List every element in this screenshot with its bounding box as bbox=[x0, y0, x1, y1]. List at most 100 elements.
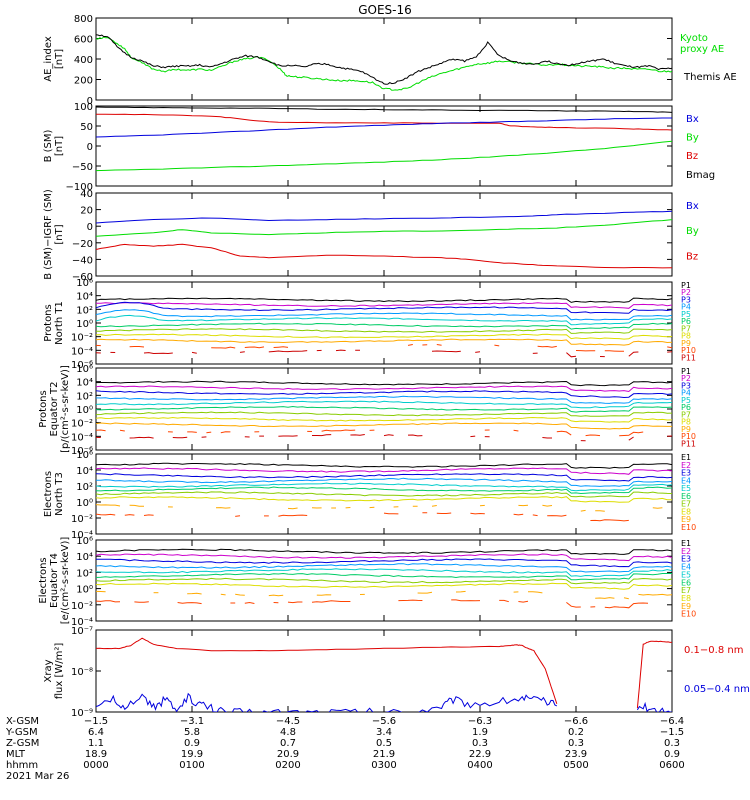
x-tick-value: −1.5 bbox=[660, 727, 684, 738]
y-tick-label: 100 bbox=[74, 102, 93, 113]
channel-line bbox=[96, 467, 672, 475]
legend-item: Bmag bbox=[686, 170, 715, 181]
channel-line bbox=[470, 512, 485, 515]
channel-line bbox=[177, 602, 202, 605]
series-line bbox=[96, 692, 558, 712]
x-tick-value: 18.9 bbox=[85, 749, 107, 760]
channel-line bbox=[542, 437, 552, 439]
x-row-label: MLT bbox=[6, 749, 26, 760]
channel-line bbox=[206, 431, 212, 434]
channel-line bbox=[244, 346, 265, 349]
channel-line bbox=[96, 297, 672, 303]
y-tick-label: 0 bbox=[87, 222, 93, 233]
legend-item: P10 bbox=[681, 432, 696, 441]
y-tick-label: 40 bbox=[80, 189, 93, 200]
channel-line bbox=[220, 593, 226, 596]
channel-line bbox=[518, 600, 529, 603]
channel-line bbox=[96, 405, 672, 413]
panel-digrf: 40 20 0 −20 −40 −60 B (SM)−IGRF (SM)[nT] Bx By Bz bbox=[43, 189, 699, 283]
channel-line bbox=[585, 434, 601, 437]
y-tick-label: −40 bbox=[72, 255, 93, 266]
series-line bbox=[96, 210, 672, 224]
channel-line bbox=[383, 434, 394, 437]
channel-line bbox=[96, 482, 672, 492]
x-tick-value: 4.8 bbox=[280, 727, 296, 738]
date-label: 2021 Mar 26 bbox=[6, 771, 69, 782]
channel-line bbox=[417, 591, 433, 594]
legend-item: E4 bbox=[681, 476, 691, 485]
legend-item: E10 bbox=[681, 610, 696, 619]
x-tick-value: 19.9 bbox=[181, 749, 203, 760]
channel-line bbox=[566, 352, 577, 358]
chart-title: GOES-16 bbox=[358, 3, 412, 17]
channel-line bbox=[129, 504, 145, 507]
y-tick-label: 10⁴ bbox=[76, 378, 93, 389]
channel-line bbox=[124, 514, 135, 516]
channel-line bbox=[652, 507, 663, 509]
legend-item: By bbox=[686, 226, 699, 237]
panel-pt1: 10⁶ 10⁴ 10² 10⁰ 10⁻² 10⁻⁴ 10⁻⁶ ProtonsNorth T1 P… bbox=[43, 278, 696, 371]
y-axis-label: B (SM)−IGRF (SM)[nT] bbox=[43, 189, 65, 280]
x-tick-value: 3.4 bbox=[376, 727, 392, 738]
channel-line bbox=[604, 350, 625, 352]
x-tick-value: 5.8 bbox=[184, 727, 200, 738]
x-tick-value: −6.3 bbox=[468, 716, 492, 727]
channel-line bbox=[96, 390, 672, 399]
channel-line bbox=[311, 600, 351, 603]
channel-line bbox=[528, 591, 543, 594]
legend-item: E1 bbox=[681, 539, 691, 548]
channel-line bbox=[96, 322, 672, 330]
y-axis-label: ElectronsNorth T3 bbox=[43, 471, 65, 517]
legend-item: P11 bbox=[681, 353, 696, 362]
channel-line bbox=[595, 597, 615, 599]
channel-line bbox=[537, 345, 557, 348]
channel-line bbox=[96, 338, 672, 346]
x-tick-value: 0.3 bbox=[664, 738, 680, 749]
x-tick-value: 0.3 bbox=[472, 738, 488, 749]
channel-line bbox=[235, 515, 241, 517]
channel-line bbox=[96, 380, 672, 387]
x-tick-value: 0.2 bbox=[568, 727, 584, 738]
legend-item: P2 bbox=[681, 288, 691, 297]
channel-line bbox=[628, 351, 639, 357]
channel-line bbox=[96, 333, 672, 340]
y-tick-label: 20 bbox=[80, 206, 93, 217]
channel-line bbox=[96, 553, 672, 562]
plot-frame bbox=[95, 105, 673, 187]
channel-line bbox=[244, 601, 255, 604]
channel-line bbox=[96, 563, 672, 573]
legend-item: E8 bbox=[681, 507, 691, 516]
x-tick-value: 20.9 bbox=[277, 749, 299, 760]
channel-line bbox=[129, 436, 154, 439]
x-tick-value: 0400 bbox=[467, 760, 492, 771]
y-tick-label: 10² bbox=[76, 391, 93, 402]
legend-item: P7 bbox=[681, 410, 691, 419]
legend-item: P10 bbox=[681, 346, 696, 355]
x-tick-value: 0300 bbox=[371, 760, 396, 771]
channel-line bbox=[398, 599, 423, 602]
y-tick-label: 10⁶ bbox=[76, 364, 93, 375]
legend-item: Bz bbox=[686, 151, 698, 162]
y-tick-label: −100 bbox=[66, 182, 93, 193]
channel-line bbox=[235, 593, 245, 596]
channel-line bbox=[287, 601, 303, 604]
channel-line bbox=[187, 592, 202, 595]
channel-line bbox=[619, 431, 644, 437]
legend-item: P5 bbox=[681, 396, 691, 405]
channel-line bbox=[129, 346, 145, 348]
legend-item: E9 bbox=[681, 602, 691, 611]
channel-line bbox=[475, 351, 481, 353]
y-tick-label: 10⁴ bbox=[76, 552, 93, 563]
y-axis-label: B (SM)[nT] bbox=[43, 129, 65, 162]
channel-line bbox=[96, 314, 672, 326]
legend-item: E5 bbox=[681, 484, 691, 493]
legend-item: E10 bbox=[681, 523, 696, 532]
y-tick-label: 10⁶ bbox=[76, 450, 93, 461]
legend-item: E4 bbox=[681, 563, 691, 572]
y-tick-label: 0 bbox=[87, 96, 93, 107]
channel-line bbox=[638, 593, 672, 596]
legend-item: E8 bbox=[681, 594, 691, 603]
